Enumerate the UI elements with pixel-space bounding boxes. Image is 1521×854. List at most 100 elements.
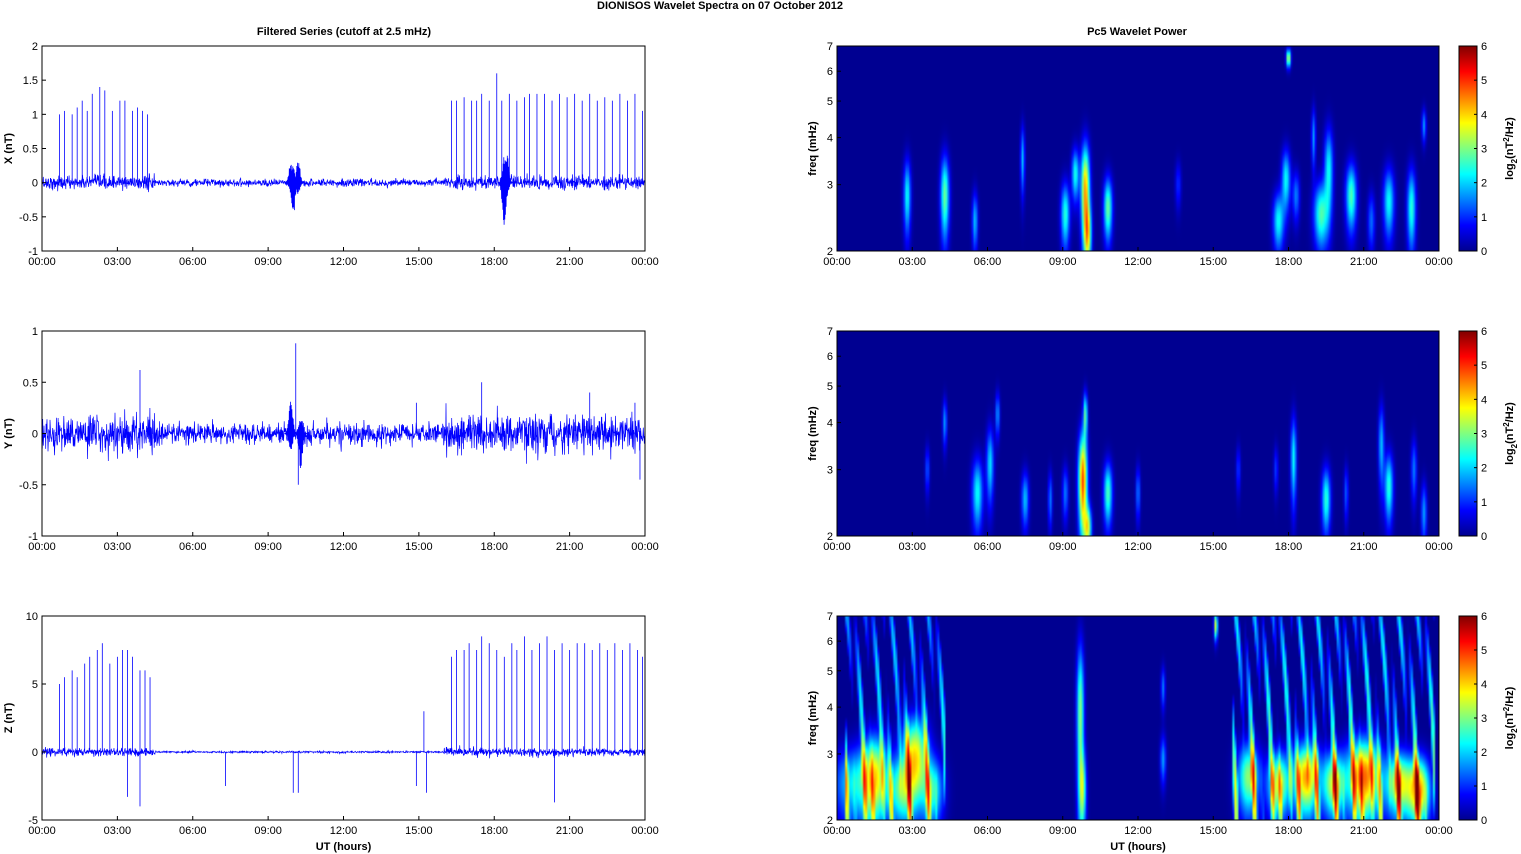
x-tick-label: 03:00 <box>898 541 926 553</box>
x-tick-label: 03:00 <box>104 541 132 553</box>
y-tick-label: 0 <box>32 429 38 441</box>
y-tick-label: 6 <box>827 351 833 363</box>
x-wavelet-colorbar-label: log2(nT2/Hz) <box>1502 117 1519 180</box>
y-tick-label: -1 <box>28 531 38 543</box>
x-tick-label: 09:00 <box>254 541 282 553</box>
x-tick-label: 03:00 <box>104 256 132 268</box>
x-tick-label: 00:00 <box>823 256 851 268</box>
x-tick-label: 12:00 <box>1124 825 1152 837</box>
x-wavelet-panel: 2 3 4 5 6 7 00:00 03:00 06:00 09:00 12:00 15:00 18:0… <box>807 41 1519 268</box>
y-tick-label: 4 <box>827 133 833 145</box>
colorbar-tick-label: 3 <box>1481 144 1487 156</box>
x-tick-label: 18:00 <box>1275 256 1303 268</box>
left-column-title: Filtered Series (cutoff at 2.5 mHz) <box>257 26 432 38</box>
x-series-panel: -1 -0.5 0 0.5 1 1.5 2 00:00 03:00 06:00 09:00 12:00… <box>3 41 659 268</box>
z-series-panel: -5 0 5 10 00:00 03:00 06:00 09:00 12:00 15:00 18:0… <box>3 611 659 853</box>
x-tick-label: 06:00 <box>974 541 1002 553</box>
x-tick-label: 12:00 <box>330 256 358 268</box>
y-wavelet-colorbar-label: log2(nT2/Hz) <box>1502 402 1519 465</box>
x-tick-label: 12:00 <box>1124 541 1152 553</box>
x-tick-label: 00:00 <box>823 541 851 553</box>
x-tick-label: 15:00 <box>1199 256 1227 268</box>
x-tick-label: 00:00 <box>631 541 659 553</box>
x-tick-label: 15:00 <box>1199 825 1227 837</box>
y-tick-label: 10 <box>26 611 38 623</box>
x-tick-label: 00:00 <box>823 825 851 837</box>
colorbar-tick-label: 1 <box>1481 212 1487 224</box>
y-tick-label: 0 <box>32 747 38 759</box>
x-tick-label: 09:00 <box>1049 541 1077 553</box>
x-tick-label: 00:00 <box>1425 541 1453 553</box>
z-wavelet-power-map <box>837 616 1439 820</box>
y-tick-label: 0.5 <box>23 377 38 389</box>
y-wavelet-panel: 2 3 4 5 6 7 00:00 03:00 06:00 09:00 12:00 15:00 18:0… <box>807 326 1519 553</box>
y-tick-label: 2 <box>827 815 833 827</box>
z-series-ylabel: Z (nT) <box>3 702 15 733</box>
x-tick-label: 15:00 <box>405 541 433 553</box>
y-tick-label: 3 <box>827 465 833 477</box>
y-tick-label: 4 <box>827 702 833 714</box>
y-tick-label: 2 <box>827 246 833 258</box>
y-tick-label: 5 <box>827 381 833 393</box>
z-wavelet-xlabel: UT (hours) <box>1110 841 1166 853</box>
x-tick-label: 12:00 <box>1124 256 1152 268</box>
x-tick-label: 09:00 <box>1049 256 1077 268</box>
colorbar-tick-label: 4 <box>1481 394 1487 406</box>
y-tick-label: 3 <box>827 749 833 761</box>
colorbar-tick-label: 1 <box>1481 497 1487 509</box>
y-series-burst <box>294 421 308 469</box>
colorbar-tick-label: 2 <box>1481 178 1487 190</box>
x-tick-label: 06:00 <box>974 256 1002 268</box>
x-tick-label: 03:00 <box>898 256 926 268</box>
x-tick-label: 06:00 <box>179 541 207 553</box>
colorbar-tick-label: 1 <box>1481 781 1487 793</box>
y-series-ylabel: Y (nT) <box>3 418 15 449</box>
x-tick-label: 21:00 <box>556 541 584 553</box>
colorbar-tick-label: 2 <box>1481 463 1487 475</box>
colorbar-tick-label: 6 <box>1481 326 1487 338</box>
y-tick-label: 5 <box>827 96 833 108</box>
y-tick-label: 7 <box>827 326 833 338</box>
x-tick-label: 12:00 <box>330 825 358 837</box>
x-tick-label: 21:00 <box>1350 256 1378 268</box>
x-tick-label: 00:00 <box>28 825 56 837</box>
y-tick-label: 1 <box>32 109 38 121</box>
x-tick-label: 15:00 <box>405 256 433 268</box>
colorbar-tick-label: 3 <box>1481 713 1487 725</box>
y-tick-label: 4 <box>827 418 833 430</box>
y-tick-label: 2 <box>32 41 38 53</box>
x-wavelet-ylabel: freq (mHz) <box>807 121 819 176</box>
x-tick-label: 00:00 <box>1425 256 1453 268</box>
z-wavelet-colorbar-label: log2(nT2/Hz) <box>1502 686 1519 749</box>
x-tick-label: 18:00 <box>480 825 508 837</box>
y-series-line <box>41 403 646 464</box>
y-tick-label: 7 <box>827 611 833 623</box>
x-tick-label: 00:00 <box>1425 825 1453 837</box>
x-series-burst <box>284 164 298 193</box>
z-wavelet-panel: 2 3 4 5 6 7 00:00 03:00 06:00 09:00 12:00 15:00 18:0… <box>807 611 1519 853</box>
y-wavelet-power-map <box>837 331 1439 536</box>
x-tick-label: 18:00 <box>1275 825 1303 837</box>
y-tick-label: 0 <box>32 178 38 190</box>
x-tick-label: 00:00 <box>631 825 659 837</box>
colorbar-tick-label: 3 <box>1481 429 1487 441</box>
y-tick-label: 7 <box>827 41 833 53</box>
colorbar-tick-label: 2 <box>1481 747 1487 759</box>
y-tick-label: -0.5 <box>19 212 38 224</box>
z-series-xlabel: UT (hours) <box>316 841 372 853</box>
colorbar-tick-label: 5 <box>1481 645 1487 657</box>
x-series-burst <box>500 155 514 197</box>
right-column-title: Pc5 Wavelet Power <box>1087 26 1188 38</box>
x-series-ylabel: X (nT) <box>3 133 15 164</box>
colorbar-tick-label: 4 <box>1481 679 1487 691</box>
colorbar-tick-label: 0 <box>1481 246 1487 258</box>
x-tick-label: 12:00 <box>330 541 358 553</box>
x-tick-label: 21:00 <box>1350 541 1378 553</box>
y-tick-label: 2 <box>827 531 833 543</box>
x-tick-label: 06:00 <box>179 825 207 837</box>
x-tick-label: 09:00 <box>254 256 282 268</box>
y-tick-label: 3 <box>827 180 833 192</box>
colorbar-tick-label: 6 <box>1481 611 1487 623</box>
y-tick-label: 5 <box>827 666 833 678</box>
x-tick-label: 00:00 <box>28 541 56 553</box>
